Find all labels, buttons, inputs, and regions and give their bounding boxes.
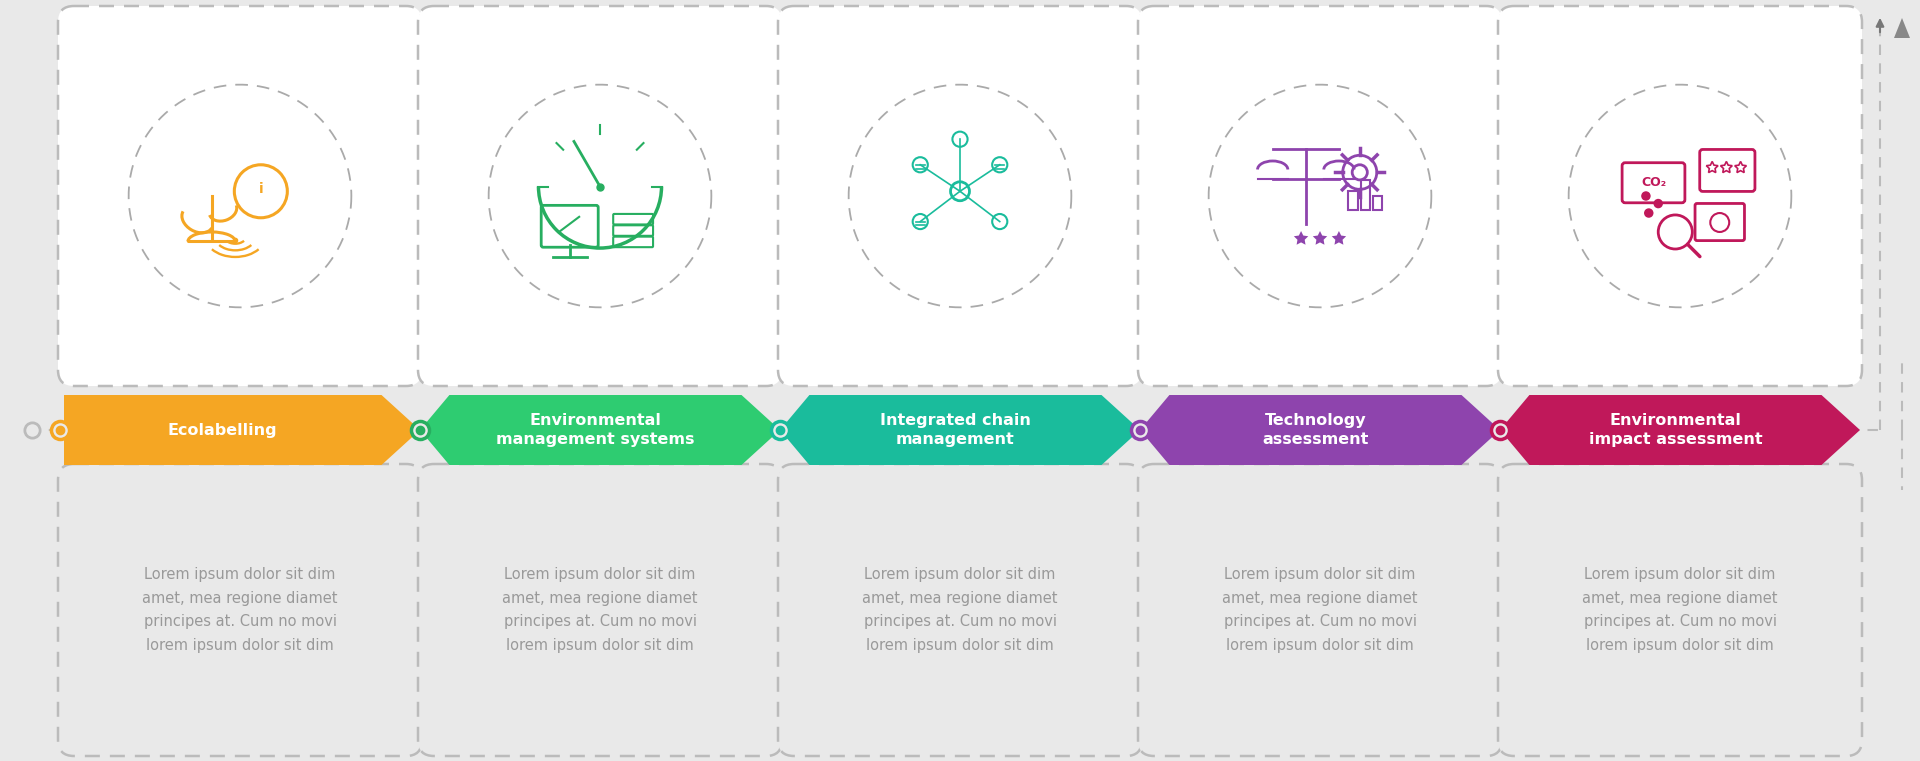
Text: Technology
assessment: Technology assessment <box>1261 413 1369 447</box>
Polygon shape <box>1294 231 1308 245</box>
Text: CO₂: CO₂ <box>1642 177 1667 189</box>
FancyBboxPatch shape <box>1498 464 1862 756</box>
Polygon shape <box>420 395 780 465</box>
Text: i: i <box>259 183 263 196</box>
Text: Integrated chain
management: Integrated chain management <box>879 413 1031 447</box>
FancyBboxPatch shape <box>58 464 422 756</box>
Text: Environmental
management systems: Environmental management systems <box>495 413 695 447</box>
Text: Ecolabelling: Ecolabelling <box>167 422 278 438</box>
Polygon shape <box>780 395 1140 465</box>
Polygon shape <box>1332 231 1346 245</box>
Polygon shape <box>1140 395 1500 465</box>
Polygon shape <box>1313 231 1327 245</box>
Text: Lorem ipsum dolor sit dim
amet, mea regione diamet
principes at. Cum no movi
lor: Lorem ipsum dolor sit dim amet, mea regi… <box>1582 568 1778 653</box>
Polygon shape <box>1893 18 1910 38</box>
FancyBboxPatch shape <box>419 6 781 386</box>
FancyBboxPatch shape <box>778 6 1142 386</box>
Polygon shape <box>63 395 420 465</box>
FancyBboxPatch shape <box>778 464 1142 756</box>
FancyBboxPatch shape <box>1139 6 1501 386</box>
FancyBboxPatch shape <box>1139 464 1501 756</box>
Circle shape <box>1653 199 1663 209</box>
FancyBboxPatch shape <box>58 6 422 386</box>
Text: Lorem ipsum dolor sit dim
amet, mea regione diamet
principes at. Cum no movi
lor: Lorem ipsum dolor sit dim amet, mea regi… <box>503 568 697 653</box>
Text: Lorem ipsum dolor sit dim
amet, mea regione diamet
principes at. Cum no movi
lor: Lorem ipsum dolor sit dim amet, mea regi… <box>142 568 338 653</box>
Circle shape <box>1642 191 1651 201</box>
FancyBboxPatch shape <box>419 464 781 756</box>
Text: Lorem ipsum dolor sit dim
amet, mea regione diamet
principes at. Cum no movi
lor: Lorem ipsum dolor sit dim amet, mea regi… <box>862 568 1058 653</box>
Text: Environmental
impact assessment: Environmental impact assessment <box>1588 413 1763 447</box>
Circle shape <box>1644 209 1653 218</box>
Text: Lorem ipsum dolor sit dim
amet, mea regione diamet
principes at. Cum no movi
lor: Lorem ipsum dolor sit dim amet, mea regi… <box>1223 568 1417 653</box>
FancyBboxPatch shape <box>1498 6 1862 386</box>
Polygon shape <box>1500 395 1860 465</box>
